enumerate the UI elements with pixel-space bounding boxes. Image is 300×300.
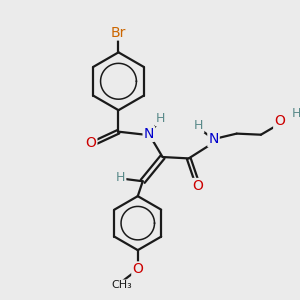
Text: Br: Br (111, 26, 126, 40)
Text: H: H (156, 112, 165, 125)
Text: N: N (144, 127, 154, 141)
Text: O: O (132, 262, 143, 276)
Text: H: H (194, 119, 203, 132)
Text: N: N (208, 132, 219, 146)
Text: O: O (192, 179, 203, 193)
Text: CH₃: CH₃ (111, 280, 132, 290)
Text: O: O (274, 115, 285, 128)
Text: H: H (116, 172, 125, 184)
Text: O: O (85, 136, 96, 150)
Text: H: H (292, 107, 300, 120)
